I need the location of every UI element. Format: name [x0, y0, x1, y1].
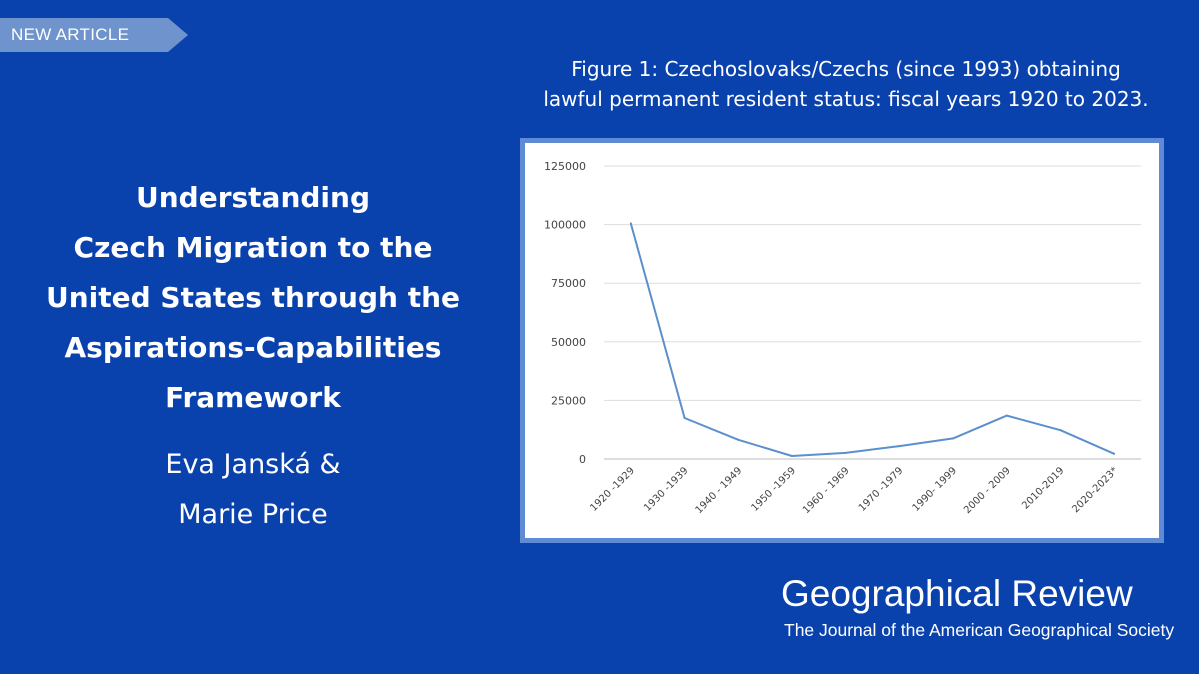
- article-authors: Eva Janská & Marie Price: [100, 440, 406, 540]
- data-point: [737, 438, 740, 441]
- caption-line: lawful permanent resident status: fiscal…: [543, 87, 1149, 111]
- badge-label: NEW ARTICLE: [11, 25, 130, 44]
- series-layer: [629, 222, 1116, 457]
- data-point: [844, 451, 847, 454]
- data-point: [1005, 414, 1008, 417]
- y-tick-label: 75000: [551, 277, 586, 290]
- author-line: Eva Janská &: [165, 449, 341, 480]
- y-tick-label: 125000: [544, 160, 586, 173]
- data-point: [898, 445, 901, 448]
- figure-caption: Figure 1: Czechoslovaks/Czechs (since 19…: [506, 54, 1186, 114]
- y-tick-label: 0: [579, 453, 586, 466]
- author-line: Marie Price: [178, 499, 328, 530]
- data-point: [629, 222, 632, 225]
- chart-frame: 0 25000 50000 75000 100000 125000 1920 -1929 1…: [520, 138, 1164, 543]
- title-line: United States through the: [46, 281, 460, 314]
- title-line: Czech Migration to the: [73, 231, 433, 264]
- journal-subtitle: The Journal of the American Geographical…: [784, 620, 1175, 640]
- caption-line: Figure 1: Czechoslovaks/Czechs (since 19…: [571, 57, 1121, 81]
- new-article-badge: NEW ARTICLE: [0, 18, 188, 52]
- journal-name: Geographical Review: [781, 573, 1133, 614]
- title-line: Aspirations-Capabilities: [64, 331, 442, 364]
- series-line: [629, 223, 1115, 457]
- data-point: [1059, 429, 1062, 432]
- y-tick-label: 50000: [551, 336, 586, 349]
- chart-background: [525, 143, 1159, 538]
- data-point: [683, 416, 686, 419]
- y-tick-label: 25000: [551, 394, 586, 407]
- title-line: Understanding: [135, 181, 370, 214]
- y-tick-label: 100000: [544, 219, 586, 232]
- data-point: [952, 437, 955, 440]
- y-axis-tick-labels: 0 25000 50000 75000 100000 125000: [544, 160, 586, 466]
- grid-lines: [604, 165, 1141, 460]
- data-point: [790, 454, 793, 457]
- title-line: Framework: [165, 381, 341, 414]
- data-point: [1113, 452, 1116, 455]
- article-title: Understanding Czech Migration to the Uni…: [20, 173, 486, 423]
